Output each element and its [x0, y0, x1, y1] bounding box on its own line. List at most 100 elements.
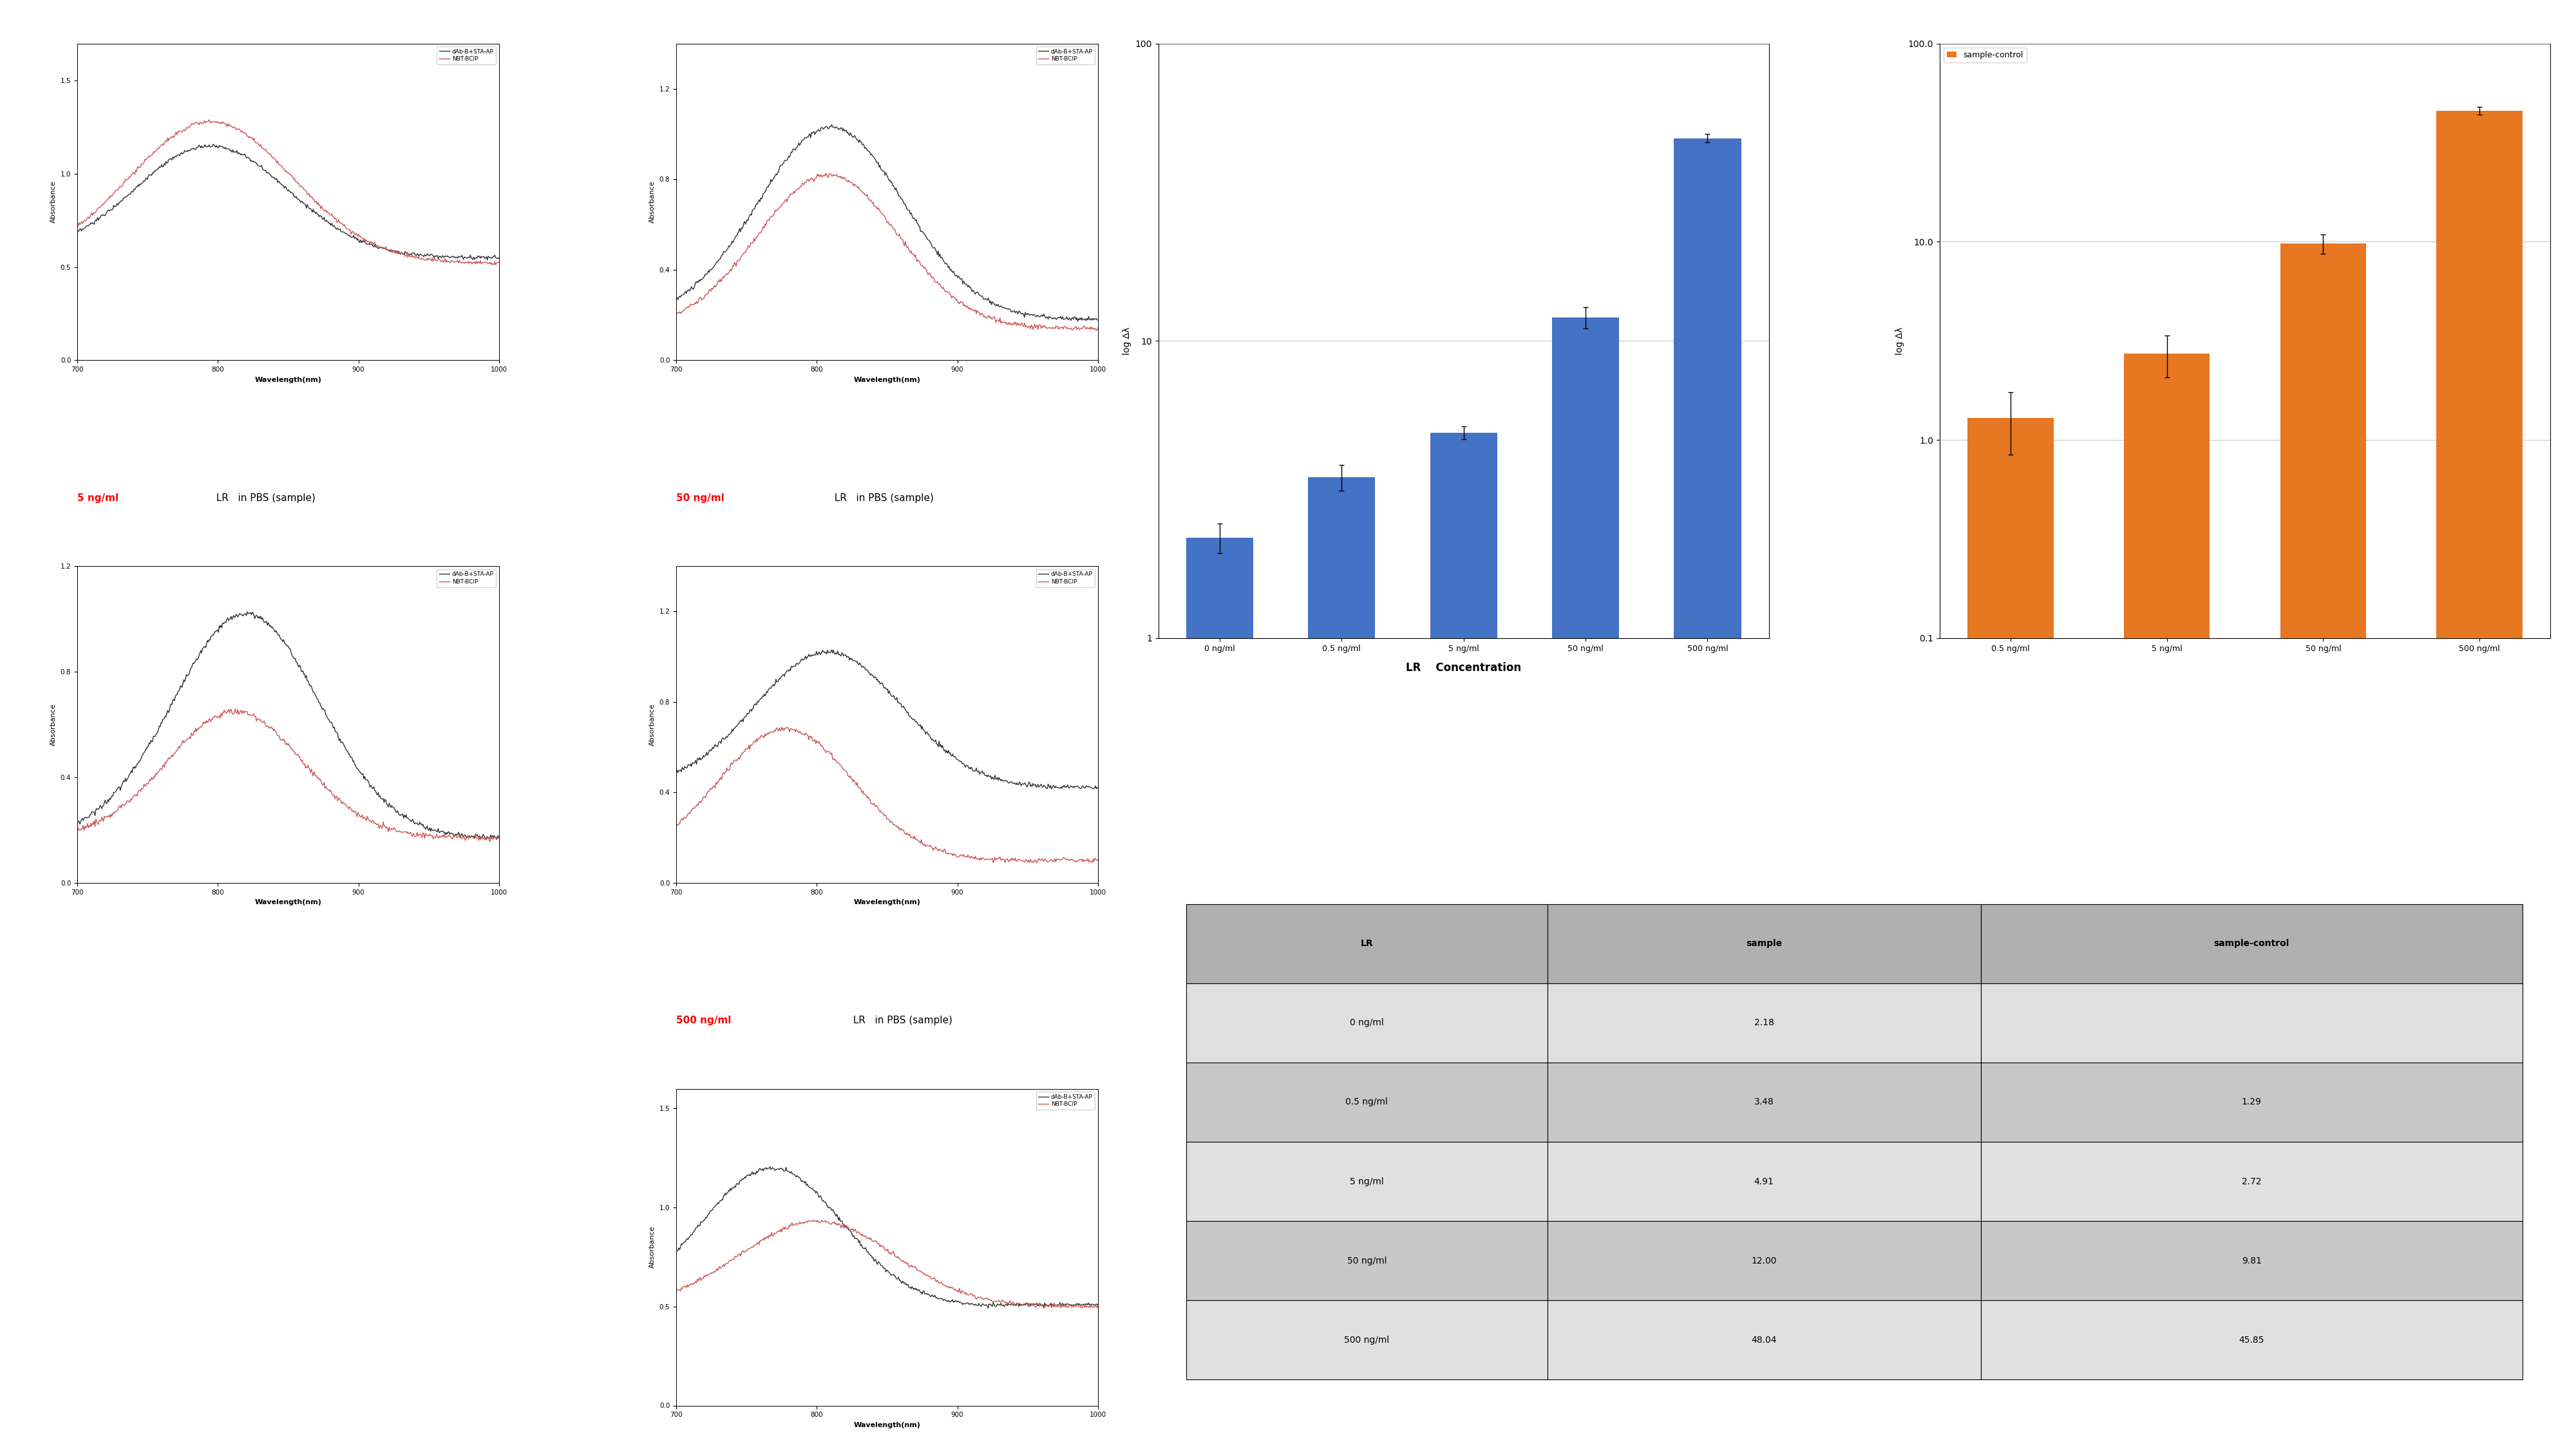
NBT-BCIP [265, 156, 296, 174]
dAb-B+STA-AP [662, 288, 693, 306]
Y-axis label: Absorbance: Absorbance [52, 181, 57, 223]
dAb-B+STA-AP [474, 249, 505, 267]
Line: dAb-B+STA-AP: dAb-B+STA-AP [77, 611, 500, 840]
Y-axis label: Absorbance: Absorbance [52, 703, 57, 746]
dAb-B+STA-AP [265, 175, 296, 193]
NBT-BCIP [263, 155, 294, 172]
dAb-B+STA-AP [817, 642, 848, 659]
Legend: dAb-B+STA-AP, NBT-BCIP: dAb-B+STA-AP, NBT-BCIP [1036, 46, 1095, 64]
dAb-B+STA-AP [866, 1255, 896, 1272]
dAb-B+STA-AP [291, 667, 322, 684]
Text: 4.91: 4.91 [1754, 1177, 1775, 1185]
Line: NBT-BCIP: NBT-BCIP [77, 120, 500, 265]
NBT-BCIP [863, 797, 894, 814]
dAb-B+STA-AP [866, 675, 896, 693]
NBT-BCIP [314, 204, 345, 222]
Y-axis label: Absorbance: Absorbance [649, 181, 657, 223]
NBT-BCIP [866, 203, 896, 220]
NBT-BCIP [863, 1235, 894, 1252]
NBT-BCIP [410, 251, 440, 268]
dAb-B+STA-AP [912, 232, 943, 249]
Bar [1185, 1062, 1548, 1142]
dAb-B+STA-AP [484, 829, 515, 846]
dAb-B+STA-AP [817, 116, 848, 133]
Bar [1430, 433, 1497, 1449]
X-axis label: LR    Concentration: LR Concentration [1406, 662, 1522, 674]
Bar [1981, 1222, 2522, 1300]
dAb-B+STA-AP [1082, 780, 1113, 797]
Text: 2.72: 2.72 [2241, 1177, 2262, 1185]
Bar [1981, 904, 2522, 984]
NBT-BCIP [1082, 1300, 1113, 1317]
dAb-B+STA-AP [232, 603, 263, 620]
X-axis label: Wavelength(nm): Wavelength(nm) [853, 900, 920, 906]
Y-axis label: log Δλ: log Δλ [1123, 327, 1131, 355]
Text: LR   in PBS (sample): LR in PBS (sample) [211, 493, 317, 503]
Text: 0 ng/ml: 0 ng/ml [1350, 1019, 1383, 1027]
Bar [1981, 1062, 2522, 1142]
NBT-BCIP [912, 1268, 943, 1285]
NBT-BCIP [811, 165, 842, 183]
NBT-BCIP [889, 1255, 920, 1272]
dAb-B+STA-AP [291, 200, 322, 217]
Line: dAb-B+STA-AP: dAb-B+STA-AP [77, 145, 500, 259]
dAb-B+STA-AP [314, 214, 345, 232]
NBT-BCIP [477, 256, 507, 274]
Bar [1548, 1142, 1981, 1222]
Text: 50 ng/ml: 50 ng/ml [677, 493, 724, 503]
X-axis label: Wavelength(nm): Wavelength(nm) [853, 1421, 920, 1429]
NBT-BCIP [1074, 320, 1105, 338]
NBT-BCIP [912, 836, 943, 853]
dAb-B+STA-AP [314, 711, 345, 729]
Legend: dAb-B+STA-AP, NBT-BCIP: dAb-B+STA-AP, NBT-BCIP [438, 46, 497, 64]
dAb-B+STA-AP [912, 726, 943, 743]
Bar [1309, 477, 1376, 1449]
dAb-B+STA-AP [889, 701, 920, 719]
dAb-B+STA-AP [1061, 313, 1092, 330]
Text: 3.48: 3.48 [1754, 1098, 1775, 1107]
NBT-BCIP [1074, 852, 1105, 869]
Text: LR   in PBS (sample): LR in PBS (sample) [848, 1016, 953, 1026]
NBT-BCIP [1074, 1297, 1105, 1314]
Bar [1551, 317, 1620, 1449]
Text: 45.85: 45.85 [2239, 1336, 2264, 1345]
NBT-BCIP [889, 233, 920, 251]
Line: dAb-B+STA-AP: dAb-B+STA-AP [677, 125, 1097, 322]
NBT-BCIP [1007, 317, 1038, 335]
dAb-B+STA-AP [474, 830, 505, 848]
Y-axis label: Absorbance: Absorbance [649, 703, 657, 746]
Bar [1548, 984, 1981, 1062]
Bar [1981, 1142, 2522, 1222]
Line: dAb-B+STA-AP: dAb-B+STA-AP [677, 1166, 1097, 1308]
NBT-BCIP [1007, 853, 1038, 871]
NBT-BCIP [291, 758, 322, 775]
Y-axis label: log Δλ: log Δλ [1896, 327, 1904, 355]
Text: 48.04: 48.04 [1752, 1336, 1777, 1345]
NBT-BCIP [193, 112, 224, 129]
NBT-BCIP [1082, 319, 1113, 336]
dAb-B+STA-AP [863, 671, 894, 688]
NBT-BCIP [912, 267, 943, 284]
Y-axis label: Absorbance: Absorbance [649, 1226, 657, 1268]
dAb-B+STA-AP [265, 630, 296, 648]
NBT-BCIP [484, 830, 515, 848]
Line: NBT-BCIP: NBT-BCIP [77, 709, 500, 842]
NBT-BCIP [484, 254, 515, 271]
Text: 5 ng/ml: 5 ng/ml [1350, 1177, 1383, 1185]
NBT-BCIP [979, 853, 1010, 871]
NBT-BCIP [62, 820, 93, 838]
NBT-BCIP [62, 217, 93, 235]
dAb-B+STA-AP [662, 765, 693, 782]
Line: NBT-BCIP: NBT-BCIP [677, 727, 1097, 862]
dAb-B+STA-AP [1082, 1295, 1113, 1313]
Bar [1185, 538, 1252, 1449]
Bar [1185, 1222, 1548, 1300]
dAb-B+STA-AP [62, 222, 93, 239]
NBT-BCIP [1082, 852, 1113, 869]
X-axis label: Wavelength(nm): Wavelength(nm) [853, 377, 920, 383]
dAb-B+STA-AP [1082, 780, 1113, 797]
NBT-BCIP [474, 254, 505, 271]
dAb-B+STA-AP [755, 1158, 786, 1175]
dAb-B+STA-AP [1074, 778, 1105, 796]
NBT-BCIP [474, 830, 505, 848]
